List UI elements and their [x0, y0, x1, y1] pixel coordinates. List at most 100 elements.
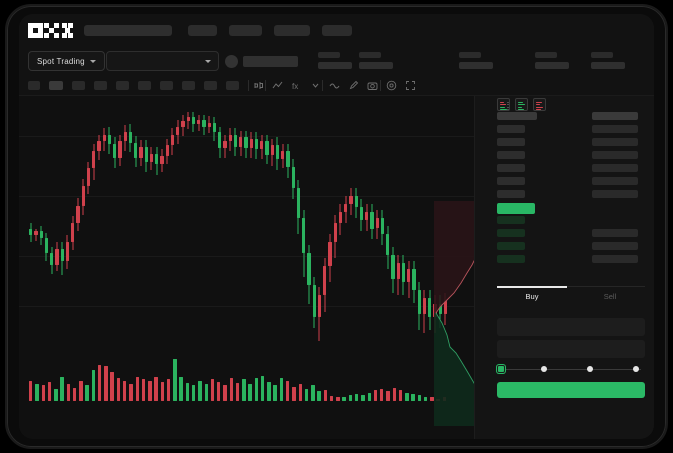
- orderbook-bid-row[interactable]: [497, 216, 525, 224]
- pencil-icon[interactable]: [347, 79, 360, 92]
- wave-icon[interactable]: [328, 79, 341, 92]
- spot-trading-selector[interactable]: Spot Trading: [28, 51, 105, 71]
- orderbook-trade-row[interactable]: [592, 190, 638, 198]
- timeframe-chip-7[interactable]: [182, 81, 195, 90]
- timeframe-chip-8[interactable]: [204, 81, 217, 90]
- orderbook-bid-row[interactable]: [497, 242, 525, 250]
- volume-bar: [217, 381, 221, 401]
- percent-stepper[interactable]: [497, 364, 645, 374]
- stepper-node-2[interactable]: [587, 366, 593, 372]
- orderbook-ask-row[interactable]: [497, 151, 525, 159]
- amount-field[interactable]: [497, 340, 645, 358]
- orderbook-trade-row[interactable]: [592, 177, 638, 185]
- orderbook-bid-row[interactable]: [497, 255, 525, 263]
- orderbook-ask-row[interactable]: [497, 125, 525, 133]
- camera-icon[interactable]: [366, 79, 379, 92]
- orderbook-both-icon[interactable]: [497, 98, 510, 111]
- tab-buy[interactable]: Buy: [525, 292, 539, 301]
- chart-gridline: [19, 256, 474, 257]
- stat-1: [318, 52, 352, 69]
- timeframe-chip-9[interactable]: [226, 81, 239, 90]
- candlestick-series: [29, 104, 449, 349]
- candle: [144, 104, 148, 349]
- candle: [354, 104, 358, 349]
- nav-item-1[interactable]: [84, 25, 172, 36]
- volume-bar: [279, 378, 284, 401]
- stat-4: [535, 52, 569, 69]
- chevron-down-icon[interactable]: [309, 79, 322, 92]
- orderbook-trade-row[interactable]: [592, 229, 638, 237]
- candle: [249, 104, 253, 349]
- orderbook-ask-row[interactable]: [497, 138, 525, 146]
- stepper-node-3[interactable]: [633, 366, 639, 372]
- orderbook-trade-row[interactable]: [592, 242, 638, 250]
- orderbook-ask-row[interactable]: [497, 112, 537, 120]
- volume-bar: [267, 381, 271, 401]
- orderbook-bid-row[interactable]: [497, 229, 525, 237]
- orderbook-trade-row[interactable]: [592, 151, 638, 159]
- stepper-track: [501, 368, 641, 370]
- orderbook-trade-row[interactable]: [592, 138, 638, 146]
- nav-item-3[interactable]: [229, 25, 262, 36]
- price-field[interactable]: [497, 318, 645, 336]
- orderbook-trade-row[interactable]: [592, 112, 638, 120]
- volume-bar: [392, 387, 397, 401]
- timeframe-chip-5[interactable]: [138, 81, 151, 90]
- orderbook-ask-row[interactable]: [497, 177, 525, 185]
- volume-bar: [60, 377, 64, 401]
- tab-sell[interactable]: Sell: [603, 292, 617, 301]
- candle: [123, 104, 127, 349]
- nav-item-2[interactable]: [188, 25, 217, 36]
- timeframe-chip-3[interactable]: [94, 81, 107, 90]
- candle: [370, 104, 374, 349]
- candle: [233, 104, 237, 349]
- stat-value: [459, 62, 493, 69]
- candle: [149, 104, 153, 349]
- volume-bar: [166, 379, 171, 401]
- stepper-node-1[interactable]: [541, 366, 547, 372]
- stat-3: [459, 52, 493, 69]
- svg-text:fx: fx: [292, 82, 298, 91]
- volume-bar: [72, 387, 77, 401]
- timeframe-chip-6[interactable]: [160, 81, 173, 90]
- stat-label: [318, 52, 340, 58]
- candle: [338, 104, 342, 349]
- line-chart-icon[interactable]: [271, 79, 284, 92]
- volume-bar: [179, 377, 183, 401]
- submit-order-button[interactable]: [497, 382, 645, 398]
- candle: [349, 104, 353, 349]
- volume-bar: [66, 384, 71, 401]
- orderbook-trade-row[interactable]: [592, 164, 638, 172]
- timeframe-chip-4[interactable]: [116, 81, 129, 90]
- candle: [260, 104, 264, 349]
- orderbook-trade-row[interactable]: [592, 255, 638, 263]
- volume-bar: [129, 384, 133, 401]
- timeframe-chip-0[interactable]: [28, 81, 40, 90]
- nav-item-4[interactable]: [274, 25, 310, 36]
- timeframe-chip-1[interactable]: [49, 81, 63, 90]
- orderbook-ask-row[interactable]: [497, 190, 525, 198]
- orderbook-trade-row[interactable]: [592, 125, 638, 133]
- nav-item-5[interactable]: [322, 25, 352, 36]
- pair-select[interactable]: [106, 51, 219, 71]
- price-chart-pane[interactable]: [19, 96, 474, 439]
- indicators-icon[interactable]: fx: [290, 79, 303, 92]
- order-form-tabs: Buy Sell: [497, 286, 645, 308]
- volume-bar: [85, 385, 89, 401]
- orderbook-asks-icon[interactable]: [533, 98, 546, 111]
- okx-logo[interactable]: [28, 23, 73, 38]
- chart-toolbar: fx: [19, 76, 654, 96]
- candlestick-chart-icon[interactable]: [252, 79, 265, 92]
- settings-gear-icon[interactable]: [385, 79, 398, 92]
- chevron-down-icon: [205, 59, 211, 63]
- orderbook-bids-icon[interactable]: [515, 98, 528, 111]
- stepper-node-0[interactable]: [497, 365, 505, 373]
- orderbook-last-price-row[interactable]: [497, 203, 535, 214]
- candle: [65, 104, 69, 349]
- candle: [81, 104, 85, 349]
- volume-bar: [210, 379, 215, 401]
- candle: [197, 104, 201, 349]
- fullscreen-icon[interactable]: [404, 79, 417, 92]
- timeframe-chip-2[interactable]: [72, 81, 85, 90]
- orderbook-ask-row[interactable]: [497, 164, 525, 172]
